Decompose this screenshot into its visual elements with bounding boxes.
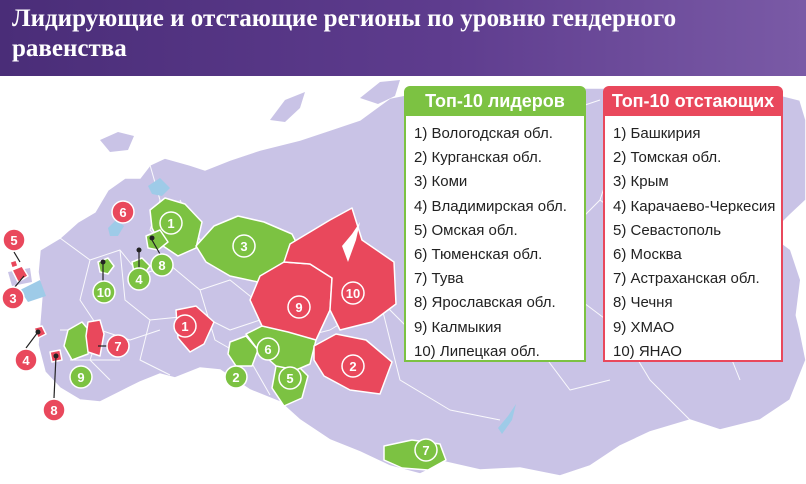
svalbard-land: [100, 132, 134, 152]
leaders-item: 1) Вологодская обл.: [414, 125, 553, 142]
novaya-zemlya-land: [270, 92, 305, 122]
lagging-heading: Топ-10 отстающих: [603, 86, 783, 116]
leader-label-1: 1: [167, 216, 174, 231]
leaders-list-box: 1) Вологодская обл. 2) Курганская обл. 3…: [404, 116, 586, 362]
leader-marker-7: [414, 438, 438, 462]
lagging-list: 1) Башкирия 2) Томская обл. 3) Крым 4) К…: [613, 122, 781, 364]
leader-marker-9: [69, 365, 93, 389]
leader-number-labels: [69, 211, 438, 462]
lagging-label-3: 3: [9, 291, 16, 306]
lagging-marker-3: [1, 286, 25, 310]
baltic-water: [20, 280, 46, 302]
lagging-label-7: 7: [114, 339, 121, 354]
leader-label-10: 10: [97, 285, 111, 300]
marker-dot: [100, 259, 106, 265]
leaders-item: 4) Владимирская обл.: [414, 197, 567, 215]
leader-marker-10: [92, 280, 116, 304]
leader-label-9: 9: [77, 370, 84, 385]
leader-marker-3: [232, 234, 256, 258]
leader-marker-4: [127, 267, 151, 291]
lagging-label-2: 2: [349, 359, 356, 374]
marker-dot: [136, 247, 142, 253]
lagging-marker-4: [14, 348, 38, 372]
region-kalmykia: [63, 321, 93, 361]
region-astrakhan: [85, 319, 105, 357]
lagging-marker-2: [341, 354, 365, 378]
region-yaroslavl: [145, 229, 169, 251]
marker-line: [151, 239, 161, 255]
lagging-label-10: 10: [346, 286, 360, 301]
lagging-item: 8) Чечня: [613, 294, 673, 312]
lagging-number-text: 1 2 3 4 5 6 7 8 9 10: [9, 205, 360, 418]
lagging-item: 1) Башкирия: [613, 125, 701, 142]
marker-dot: [53, 353, 59, 359]
leader-dots: [100, 235, 155, 265]
leader-marker-1: [159, 211, 183, 235]
leader-label-5: 5: [286, 371, 293, 386]
leader-label-3: 3: [240, 239, 247, 254]
lagging-marker-1: [173, 314, 197, 338]
leader-label-7: 7: [422, 443, 429, 458]
lagging-marker-8: [42, 398, 66, 422]
marker-line: [13, 275, 25, 289]
region-sevastopol: [9, 259, 19, 269]
leader-marker-6: [256, 337, 280, 361]
lagging-marker-6: [111, 200, 135, 224]
leaders-list: 1) Вологодская обл. 2) Курганская обл. 3…: [414, 122, 584, 364]
lagging-marker-5: [2, 228, 26, 252]
marker-line: [25, 331, 39, 349]
page-title: Лидирующие и отстающие регионы по уровню…: [12, 5, 677, 62]
leaders-item: 6) Тюменская обл.: [414, 246, 543, 264]
leaders-item: 8) Ярославская обл.: [414, 294, 556, 312]
leader-marker-2: [224, 365, 248, 389]
leader-number-text: 1 2 3 4 5 6 7 8 9 10: [77, 216, 429, 458]
leaders-item: 2) Курганская обл.: [414, 149, 542, 167]
leaders-heading: Топ-10 лидеров: [404, 86, 586, 116]
yanao-gulf-water: [342, 222, 360, 262]
lagging-item: 9) ХМАО: [613, 318, 675, 336]
lagging-item: 7) Астраханская обл.: [613, 270, 760, 288]
leader-marker-5: [278, 366, 302, 390]
leaders-item: 10) Липецкая обл.: [414, 342, 540, 360]
baikal-water: [498, 404, 516, 434]
lagging-number-labels: [1, 200, 365, 422]
lagging-label-1: 1: [181, 319, 188, 334]
region-crimea: [11, 265, 29, 283]
marker-line: [53, 355, 57, 399]
region-yanao: [283, 207, 397, 331]
leader-label-8: 8: [158, 258, 165, 273]
leaders-item: 5) Омская обл.: [414, 221, 518, 239]
leaders-item: 9) Калмыкия: [414, 318, 502, 336]
ladoga-water: [108, 220, 124, 236]
leader-marker-8: [150, 253, 174, 277]
white-sea-water: [148, 178, 170, 196]
lagging-item: 10) ЯНАО: [613, 342, 682, 360]
region-kurgan: [227, 335, 259, 367]
leaders-item: 3) Коми: [414, 173, 468, 191]
leaders-item: 7) Тува: [414, 270, 464, 288]
leader-label-6: 6: [264, 342, 271, 357]
lagging-label-5: 5: [10, 233, 17, 248]
lagging-label-9: 9: [295, 300, 302, 315]
header-banner: Лидирующие и отстающие регионы по уровню…: [0, 0, 806, 76]
lagging-item: 5) Севастополь: [613, 221, 722, 239]
lagging-label-4: 4: [22, 353, 30, 368]
lagging-item: 6) Москва: [613, 246, 682, 264]
lagging-marker-9: [287, 295, 311, 319]
lagging-list-box: 1) Башкирия 2) Томская обл. 3) Крым 4) К…: [603, 116, 783, 362]
taimyr-islands-land: [360, 80, 400, 104]
lagging-item: 2) Томская обл.: [613, 149, 722, 167]
leader-label-2: 2: [232, 370, 239, 385]
lagging-item: 4) Карачаево-Черкесия: [613, 197, 776, 215]
lagging-marker-10: [341, 281, 365, 305]
marker-dot: [35, 329, 41, 335]
marker-line: [13, 251, 21, 263]
lagging-item: 3) Крым: [613, 173, 669, 191]
lagging-marker-7: [106, 334, 130, 358]
lagging-label-6: 6: [119, 205, 126, 220]
marker-dot: [149, 235, 155, 241]
lagging-dots: [35, 329, 59, 359]
leader-label-4: 4: [135, 272, 143, 287]
lagging-label-8: 8: [50, 403, 57, 418]
